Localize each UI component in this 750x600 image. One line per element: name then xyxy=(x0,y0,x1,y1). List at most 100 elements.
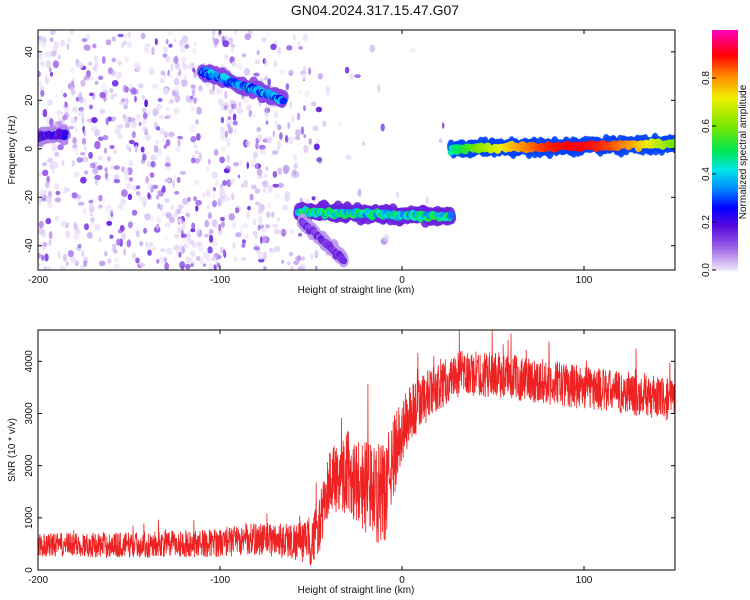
noise-speck xyxy=(136,185,141,190)
noise-speck xyxy=(98,204,103,209)
colorbar-swatch xyxy=(712,80,738,83)
colorbar-swatch xyxy=(712,188,738,191)
noise-speck xyxy=(131,252,137,260)
noise-speck xyxy=(199,257,204,265)
noise-speck xyxy=(193,179,200,186)
noise-speck xyxy=(237,174,241,179)
colorbar-label: Normalized spectral amplitude xyxy=(738,84,749,219)
noise-speck xyxy=(202,263,206,267)
noise-speck xyxy=(234,256,238,262)
noise-speck xyxy=(195,119,199,125)
noise-speck xyxy=(164,178,172,183)
noise-speck xyxy=(302,65,307,72)
colorbar-swatch xyxy=(712,126,738,129)
colorbar-swatch xyxy=(712,86,738,89)
noise-speck xyxy=(198,85,203,92)
ridge-point xyxy=(447,211,455,219)
noise-speck xyxy=(164,222,171,228)
noise-speck xyxy=(163,256,168,264)
colorbar-swatch xyxy=(712,60,738,63)
noise-speck xyxy=(168,43,173,48)
colorbar-swatch xyxy=(712,196,738,199)
noise-speck xyxy=(60,89,64,95)
noise-speck xyxy=(242,53,246,58)
noise-speck xyxy=(151,154,158,161)
colorbar-swatch xyxy=(712,134,738,137)
noise-speck xyxy=(92,166,99,175)
noise-speck xyxy=(220,216,225,222)
noise-speck xyxy=(183,243,189,249)
colorbar-swatch xyxy=(712,248,738,251)
noise-speck xyxy=(39,60,45,66)
x-tick-label: -200 xyxy=(28,275,48,286)
noise-speck xyxy=(185,263,191,270)
x-tick-label: 0 xyxy=(399,275,405,286)
colorbar-swatch xyxy=(712,254,738,257)
colorbar-swatch xyxy=(712,148,738,151)
noise-speck xyxy=(255,141,259,150)
spectral-ridge xyxy=(38,124,71,147)
colorbar-tick-label: 0.2 xyxy=(701,215,712,229)
noise-speck xyxy=(206,204,210,210)
noise-speck xyxy=(241,183,244,188)
noise-speck xyxy=(156,126,161,131)
ridge-point xyxy=(61,129,69,137)
noise-speck xyxy=(155,139,159,144)
noise-speck xyxy=(196,241,203,247)
noise-speck xyxy=(249,193,254,201)
noise-speck xyxy=(133,142,139,148)
noise-speck xyxy=(236,62,244,71)
noise-speck xyxy=(264,76,269,81)
noise-speck xyxy=(159,115,165,120)
noise-speck xyxy=(311,196,316,201)
noise-speck xyxy=(109,234,114,239)
colorbar-swatch xyxy=(712,54,738,57)
noise-speck xyxy=(44,51,51,58)
noise-speck xyxy=(77,201,85,206)
noise-speck xyxy=(313,143,320,151)
noise-speck xyxy=(245,234,249,240)
noise-speck xyxy=(279,68,286,76)
noise-speck xyxy=(274,245,281,253)
noise-speck xyxy=(272,183,280,188)
noise-speck xyxy=(101,56,106,64)
noise-speck xyxy=(54,197,62,203)
noise-speck xyxy=(119,124,124,129)
noise-speck xyxy=(227,37,234,45)
noise-speck xyxy=(241,239,247,244)
ridge-point xyxy=(280,97,288,105)
noise-speck xyxy=(62,114,68,121)
noise-speck xyxy=(261,236,267,244)
colorbar-swatch xyxy=(712,158,738,161)
noise-speck xyxy=(175,247,180,256)
colorbar-swatch xyxy=(712,106,738,109)
noise-speck xyxy=(159,204,163,211)
noise-speck xyxy=(147,192,151,199)
noise-speck xyxy=(156,258,160,264)
noise-speck xyxy=(166,247,173,255)
noise-speck xyxy=(207,246,213,254)
noise-speck xyxy=(219,198,224,204)
colorbar-swatch xyxy=(712,226,738,229)
noise-speck xyxy=(266,30,269,38)
colorbar-swatch xyxy=(712,182,738,185)
noise-speck xyxy=(254,188,261,194)
noise-speck xyxy=(284,135,289,143)
noise-speck xyxy=(56,110,64,116)
noise-speck xyxy=(287,136,294,145)
y-tick-label: 20 xyxy=(24,94,35,106)
noise-speck xyxy=(38,252,42,259)
noise-speck xyxy=(54,94,59,98)
noise-speck xyxy=(229,99,236,105)
noise-speck xyxy=(296,112,301,121)
noise-speck xyxy=(94,61,100,68)
snr-x-axis-title: Height of straight line (km) xyxy=(298,585,415,596)
noise-speck xyxy=(380,123,385,132)
noise-speck xyxy=(212,187,217,192)
noise-speck xyxy=(72,106,79,113)
colorbar-swatch xyxy=(712,30,738,33)
noise-speck xyxy=(88,151,93,159)
noise-speck xyxy=(128,139,135,145)
noise-speck xyxy=(224,54,229,60)
colorbar-swatch xyxy=(712,122,738,125)
